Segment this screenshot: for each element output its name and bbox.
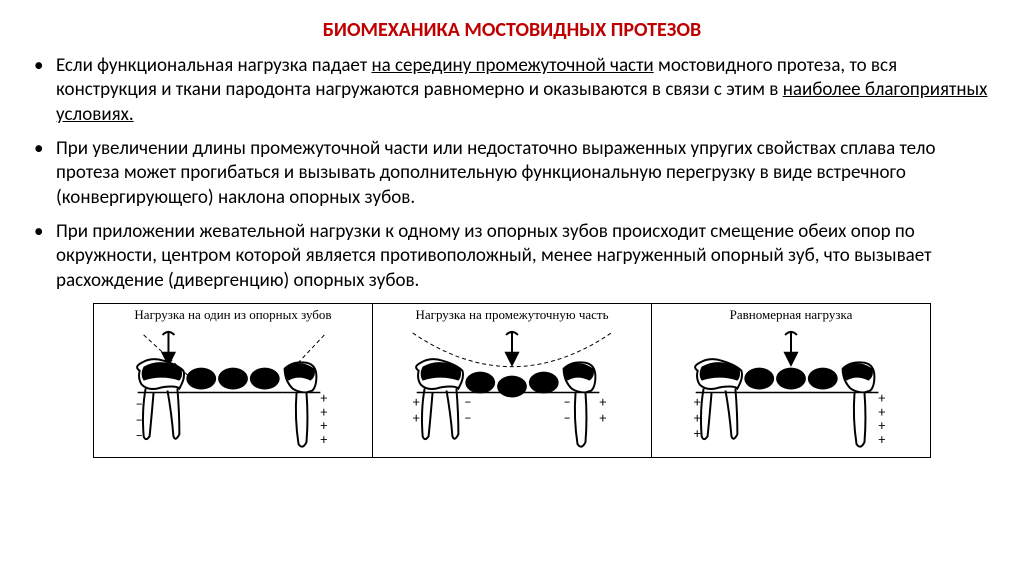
bullet-item: Если функциональная нагрузка падает на с… bbox=[50, 54, 994, 127]
svg-text:+: + bbox=[694, 409, 701, 426]
svg-text:+: + bbox=[413, 409, 420, 426]
diagram-caption: Нагрузка на один из опорных зубов bbox=[94, 304, 372, 326]
svg-text:−: − bbox=[564, 393, 571, 410]
bullet-text: При приложении жевательной нагрузки к од… bbox=[56, 220, 932, 292]
svg-text:+: + bbox=[599, 393, 606, 410]
svg-text:−: − bbox=[136, 427, 143, 444]
bullet-text: Если функциональная нагрузка падает bbox=[56, 54, 371, 77]
bridge-diagram-icon: + + + + + + + bbox=[652, 326, 930, 457]
bullet-item: При увеличении длины промежуточной части… bbox=[50, 137, 994, 210]
svg-text:−: − bbox=[564, 409, 571, 426]
bullet-underline: на середину промежуточной части bbox=[371, 54, 653, 77]
svg-text:−: − bbox=[136, 411, 143, 428]
svg-text:−: − bbox=[464, 409, 471, 426]
diagram-panel: Нагрузка на один из опорных зубов bbox=[93, 303, 373, 458]
bullet-list: Если функциональная нагрузка падает на с… bbox=[30, 54, 994, 293]
bridge-diagram-icon: − − − + + + + bbox=[94, 326, 372, 457]
svg-text:−: − bbox=[136, 395, 143, 412]
diagram-caption: Равномерная нагрузка bbox=[652, 304, 930, 326]
bullet-text: При увеличении длины промежуточной части… bbox=[56, 137, 936, 209]
svg-text:−: − bbox=[464, 393, 471, 410]
diagram-canvas: + + − − − − + + bbox=[373, 326, 651, 457]
diagram-panel: Равномерная нагрузка bbox=[651, 303, 931, 458]
diagram-canvas: + + + + + + + bbox=[652, 326, 930, 457]
slide-title: БИОМЕХАНИКА МОСТОВИДНЫХ ПРОТЕЗОВ bbox=[30, 18, 994, 42]
bridge-diagram-icon: + + − − − − + + bbox=[373, 326, 651, 457]
svg-text:+: + bbox=[694, 425, 701, 442]
svg-text:+: + bbox=[413, 393, 420, 410]
diagram-canvas: − − − + + + + bbox=[94, 326, 372, 457]
svg-text:+: + bbox=[320, 431, 327, 448]
svg-text:+: + bbox=[878, 431, 885, 448]
diagram-panel: Нагрузка на промежуточную часть bbox=[372, 303, 652, 458]
svg-text:+: + bbox=[599, 409, 606, 426]
diagram-row: Нагрузка на один из опорных зубов bbox=[30, 303, 994, 458]
svg-text:+: + bbox=[694, 393, 701, 410]
bullet-item: При приложении жевательной нагрузки к од… bbox=[50, 220, 994, 293]
diagram-caption: Нагрузка на промежуточную часть bbox=[373, 304, 651, 326]
